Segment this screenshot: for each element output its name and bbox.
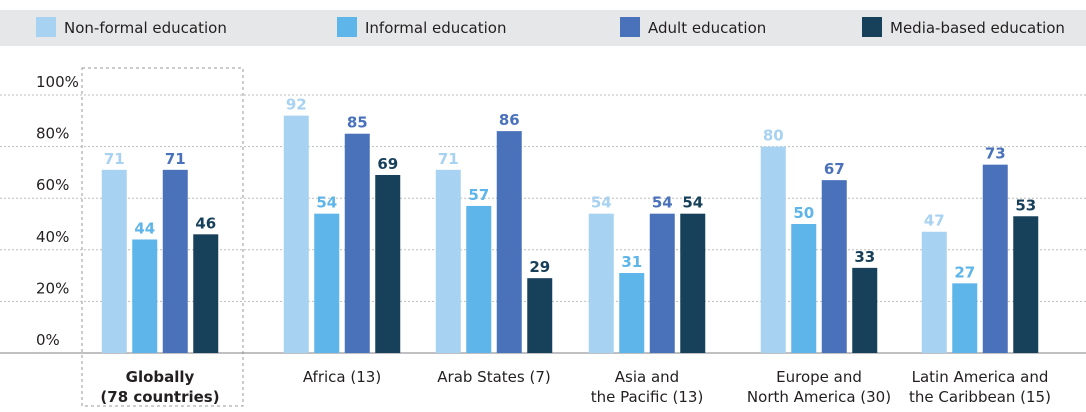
y-tick-label: 40% [36,228,69,246]
x-tick-line: Arab States (7) [437,368,550,386]
data-label: 54 [652,194,673,212]
bar [852,267,878,353]
data-label: 67 [824,160,845,178]
data-label: 53 [1015,196,1036,214]
data-label: 54 [316,194,337,212]
bar [101,169,127,353]
bar [375,174,401,353]
legend-swatch [620,17,640,37]
data-label: 69 [377,155,398,173]
bar [680,213,706,353]
bar [760,146,786,353]
bar [649,213,675,353]
x-tick-line: Africa (13) [303,368,381,386]
bar [496,131,522,353]
x-tick-label: Arab States (7) [437,368,550,386]
bar [193,234,219,353]
bar [435,169,461,353]
bar [527,278,553,353]
y-tick-label: 0% [36,331,60,349]
data-label: 73 [985,145,1006,163]
x-tick-label: Africa (13) [303,368,381,386]
x-tick-line: Europe and [776,368,862,386]
bar [132,239,158,353]
x-tick-line: the Caribbean (15) [909,388,1051,406]
data-label: 71 [165,150,186,168]
x-tick-label: Asia and the Pacific (13) [591,368,704,406]
x-tick-label: Europe and North America (30) [747,368,891,406]
x-tick-label: Latin America and the Caribbean (15) [909,368,1051,406]
legend-label: Adult education [648,19,766,37]
bar [1013,216,1039,353]
x-tick-line: North America (30) [747,388,891,406]
data-label: 85 [347,114,368,132]
data-label: 71 [104,150,125,168]
bar [619,273,645,353]
data-label: 27 [954,263,975,281]
bar [588,213,614,353]
highlight-box [81,67,244,407]
bar [314,213,340,353]
y-tick-label: 100% [36,73,79,91]
bar [921,231,947,353]
legend-swatch [36,17,56,37]
y-tick-label: 80% [36,125,69,143]
data-label: 33 [854,248,875,266]
bar [791,224,817,353]
bar [466,205,492,353]
x-tick-line: (78 countries) [100,388,219,406]
legend-label: Informal education [365,19,506,37]
data-label: 71 [438,150,459,168]
data-label: 54 [591,194,612,212]
data-label: 92 [286,96,307,114]
bar [821,180,847,353]
x-tick-line: Globally [126,368,195,386]
x-tick-line: the Pacific (13) [591,388,704,406]
y-tick-label: 60% [36,176,69,194]
data-label: 29 [529,258,550,276]
x-tick-line: Asia and [615,368,679,386]
data-label: 80 [763,127,784,145]
legend-label: Non-formal education [64,19,227,37]
x-tick-line: Latin America and [912,368,1049,386]
x-tick-label: Globally (78 countries) [100,368,219,406]
legend-band [0,10,1086,46]
bar [283,115,309,353]
data-label: 46 [195,214,216,232]
y-tick-label: 20% [36,279,69,297]
data-label: 31 [621,253,642,271]
data-label: 50 [793,204,814,222]
data-label: 86 [499,111,520,129]
bar [162,169,188,353]
legend-label: Media-based education [890,19,1065,37]
legend-swatch [337,17,357,37]
data-label: 54 [682,194,703,212]
bar [952,283,978,353]
data-label: 47 [924,212,945,230]
data-label: 44 [134,219,155,237]
bar [982,164,1008,353]
data-label: 57 [468,186,489,204]
bar [344,133,370,353]
legend-swatch [862,17,882,37]
